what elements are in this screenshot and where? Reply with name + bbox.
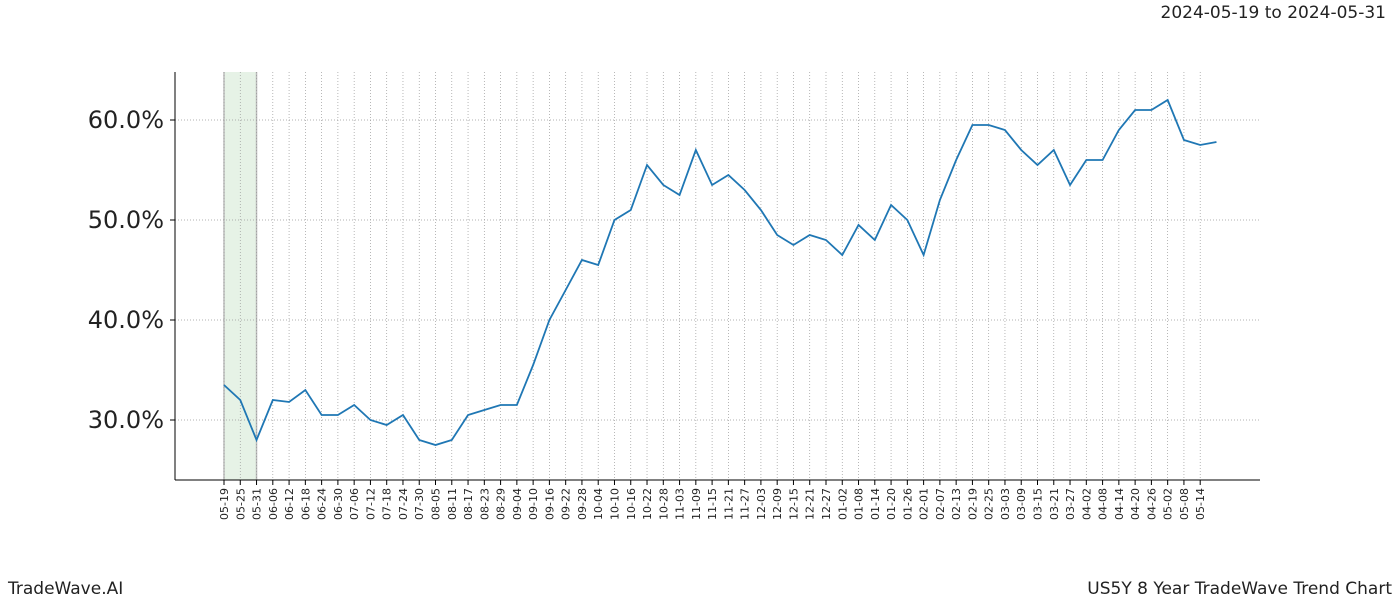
x-tick-label: 10-04	[592, 488, 605, 520]
x-tick-label: 07-12	[364, 488, 377, 520]
x-tick-label: 10-10	[608, 488, 621, 520]
x-tick-label: 03-03	[999, 488, 1012, 520]
x-tick-label: 10-22	[641, 488, 654, 520]
x-tick-label: 07-30	[413, 488, 426, 520]
x-tick-label: 01-02	[836, 488, 849, 520]
x-tick-label: 12-27	[820, 488, 833, 520]
x-tick-label: 09-22	[560, 488, 573, 520]
x-tick-label: 08-23	[478, 488, 491, 520]
x-tick-label: 03-21	[1048, 488, 1061, 520]
x-tick-label: 05-02	[1162, 488, 1175, 520]
x-tick-label: 06-12	[283, 488, 296, 520]
x-tick-label: 01-20	[885, 488, 898, 520]
x-tick-label: 08-11	[446, 488, 459, 520]
x-tick-label: 01-26	[901, 488, 914, 520]
footer-right: US5Y 8 Year TradeWave Trend Chart	[1087, 579, 1392, 599]
x-tick-label: 09-04	[511, 488, 524, 520]
x-tick-label: 04-20	[1129, 488, 1142, 520]
x-tick-label: 05-14	[1194, 488, 1207, 520]
x-tick-label: 12-15	[787, 488, 800, 520]
x-tick-label: 02-13	[950, 488, 963, 520]
x-tick-label: 02-25	[983, 488, 996, 520]
x-tick-label: 09-28	[576, 488, 589, 520]
y-tick-label: 40.0%	[88, 306, 164, 334]
x-tick-label: 03-27	[1064, 488, 1077, 520]
x-tick-label: 02-01	[918, 488, 931, 520]
x-tick-label: 02-19	[966, 488, 979, 520]
x-tick-label: 07-24	[397, 488, 410, 520]
x-tick-label: 07-18	[381, 488, 394, 520]
x-tick-label: 08-17	[462, 488, 475, 520]
x-tick-label: 06-06	[267, 488, 280, 520]
x-tick-label: 03-09	[1015, 488, 1028, 520]
x-tick-label: 11-21	[722, 488, 735, 520]
x-tick-label: 12-09	[771, 488, 784, 520]
x-tick-label: 04-02	[1080, 488, 1093, 520]
x-tick-label: 02-07	[934, 488, 947, 520]
x-tick-label: 05-31	[251, 488, 264, 520]
x-tick-label: 11-09	[690, 488, 703, 520]
chart-subtitle: 2024-05-19 to 2024-05-31	[1161, 3, 1386, 23]
x-tick-label: 09-16	[543, 488, 556, 520]
x-tick-label: 06-18	[299, 488, 312, 520]
x-tick-label: 10-16	[625, 488, 638, 520]
x-tick-label: 06-30	[332, 488, 345, 520]
x-tick-label: 05-25	[234, 488, 247, 520]
footer-left: TradeWave.AI	[7, 579, 123, 599]
x-tick-label: 05-19	[218, 488, 231, 520]
x-tick-label: 04-08	[1097, 488, 1110, 520]
x-tick-label: 11-27	[739, 488, 752, 520]
x-tick-label: 09-10	[527, 488, 540, 520]
x-tick-label: 01-14	[869, 488, 882, 520]
x-tick-label: 12-03	[755, 488, 768, 520]
data-line	[223, 98, 1217, 446]
x-tick-label: 11-03	[674, 488, 687, 520]
x-tick-label: 01-08	[853, 488, 866, 520]
x-tick-label: 08-29	[495, 488, 508, 520]
x-tick-label: 04-14	[1113, 488, 1126, 520]
y-tick-label: 60.0%	[88, 106, 164, 134]
x-tick-label: 04-26	[1145, 488, 1158, 520]
x-tick-label: 03-15	[1032, 488, 1045, 520]
x-tick-label: 08-05	[430, 488, 443, 520]
x-tick-label: 10-28	[657, 488, 670, 520]
y-tick-label: 30.0%	[88, 406, 164, 434]
x-tick-label: 12-21	[804, 488, 817, 520]
x-tick-label: 05-08	[1178, 488, 1191, 520]
x-tick-label: 06-24	[316, 488, 329, 520]
x-tick-label: 11-15	[706, 488, 719, 520]
y-tick-label: 50.0%	[88, 206, 164, 234]
x-tick-label: 07-06	[348, 488, 361, 520]
